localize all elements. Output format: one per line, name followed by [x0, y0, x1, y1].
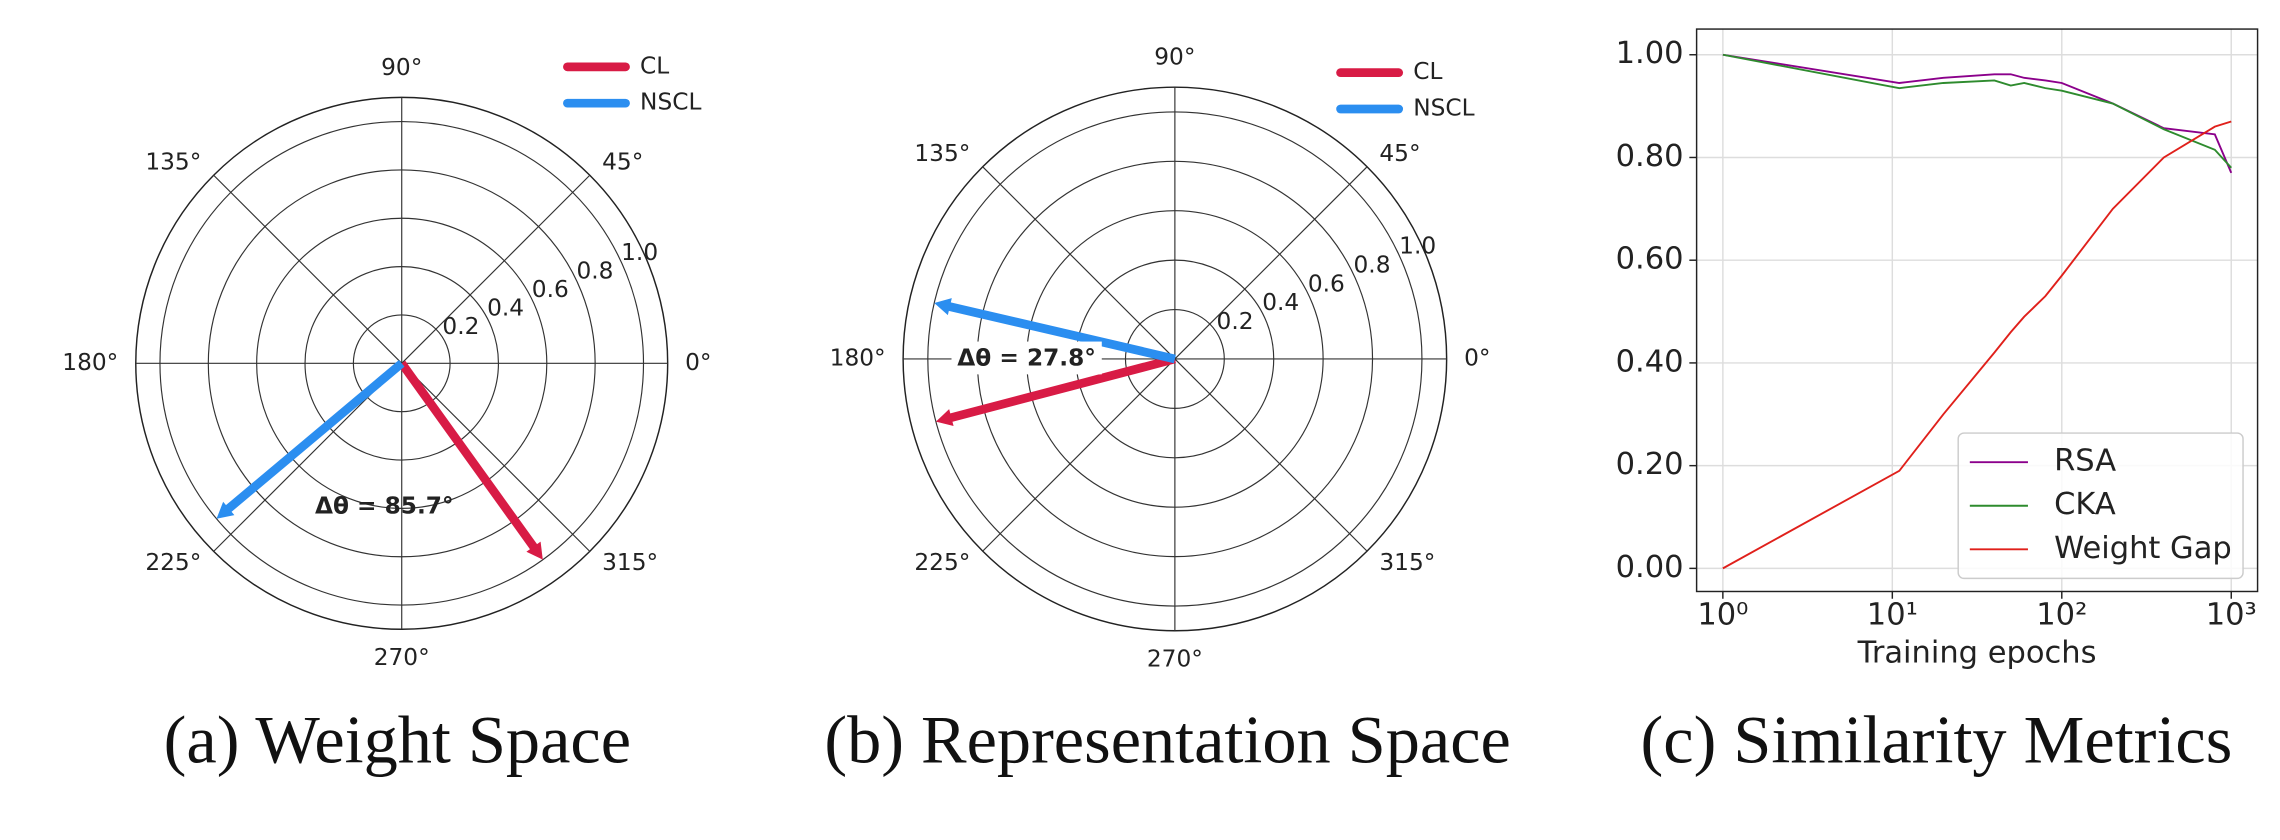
theta-grid-line — [982, 358, 1176, 552]
annotation-bg — [951, 341, 1102, 375]
theta-tick-label: 315° — [1379, 549, 1435, 576]
x-tick-label: 10² — [2036, 598, 2087, 633]
legend-label: NSCL — [640, 89, 701, 116]
y-tick-label: 0.80 — [1616, 139, 1684, 174]
theta-tick-label: 90° — [381, 54, 422, 81]
theta-tick-label: 180° — [830, 344, 886, 371]
vector-arrow — [941, 300, 1176, 364]
r-tick-label: 0.2 — [1217, 308, 1254, 335]
r-tick-label: 0.8 — [576, 257, 613, 284]
legend-label: CL — [1413, 58, 1442, 85]
theta-grid-line — [1174, 358, 1368, 552]
caption: (c) Similarity Metrics — [1641, 702, 2233, 778]
legend-label: RSA — [2054, 444, 2116, 479]
theta-tick-label: 0° — [1464, 344, 1490, 371]
legend-label: NSCL — [1413, 94, 1474, 121]
x-tick-label: 10³ — [2206, 598, 2257, 633]
arrow-head — [526, 541, 543, 560]
vector-arrow — [398, 360, 542, 556]
series-line — [1722, 53, 2233, 174]
arrow-head — [935, 409, 954, 427]
r-tick-label: 1.0 — [621, 239, 658, 266]
theta-tick-label: 45° — [602, 148, 643, 175]
plot-frame — [1695, 28, 2259, 593]
theta-tick-label: 270° — [1147, 645, 1203, 672]
annotation: Δθ = 27.8° — [957, 344, 1096, 371]
theta-grid-line — [982, 166, 1176, 360]
arrow-head — [216, 501, 235, 519]
x-tick-label: 10¹ — [1867, 598, 1918, 633]
caption: (a) Weight Space — [164, 702, 631, 778]
r-tick-label: 0.2 — [442, 313, 479, 340]
theta-tick-label: 135° — [914, 140, 970, 167]
theta-tick-label: 180° — [62, 349, 118, 376]
r-tick-label: 0.4 — [1262, 289, 1299, 316]
series-line — [1722, 120, 2232, 570]
theta-tick-label: 0° — [685, 349, 711, 376]
x-axis-label: Training epochs — [1857, 635, 2097, 670]
arrow-head — [934, 298, 952, 316]
theta-grid-line — [401, 174, 591, 364]
caption: (b) Representation Space — [824, 702, 1511, 778]
series-line — [1722, 53, 2232, 169]
annotation: Δθ = 85.7° — [315, 493, 454, 520]
theta-tick-label: 315° — [602, 549, 658, 576]
legend-label: CKA — [2054, 487, 2116, 522]
r-tick-label: 0.6 — [532, 276, 569, 303]
theta-tick-label: 135° — [145, 148, 201, 175]
vector-arrow — [943, 354, 1176, 424]
vector-arrow — [220, 359, 405, 517]
y-tick-label: 0.20 — [1616, 447, 1684, 482]
y-tick-label: 0.40 — [1616, 344, 1684, 379]
legend-box — [1957, 432, 2244, 580]
theta-grid-line — [1174, 166, 1368, 360]
r-tick-label: 0.6 — [1308, 270, 1345, 297]
theta-grid-line — [213, 174, 403, 364]
theta-tick-label: 45° — [1379, 140, 1420, 167]
theta-tick-label: 90° — [1154, 44, 1195, 71]
theta-grid-line — [401, 362, 591, 552]
theta-tick-label: 225° — [145, 549, 201, 576]
r-tick-label: 0.8 — [1354, 251, 1391, 278]
r-tick-label: 0.4 — [487, 294, 524, 321]
y-tick-label: 1.00 — [1616, 36, 1684, 71]
legend-label: CL — [640, 52, 669, 79]
legend-label: Weight Gap — [2054, 531, 2232, 566]
x-tick-label: 10⁰ — [1697, 598, 1748, 633]
theta-tick-label: 270° — [374, 644, 430, 671]
y-tick-label: 0.00 — [1616, 550, 1684, 585]
r-tick-label: 1.0 — [1399, 232, 1436, 259]
theta-tick-label: 225° — [914, 549, 970, 576]
y-tick-label: 0.60 — [1616, 242, 1684, 277]
